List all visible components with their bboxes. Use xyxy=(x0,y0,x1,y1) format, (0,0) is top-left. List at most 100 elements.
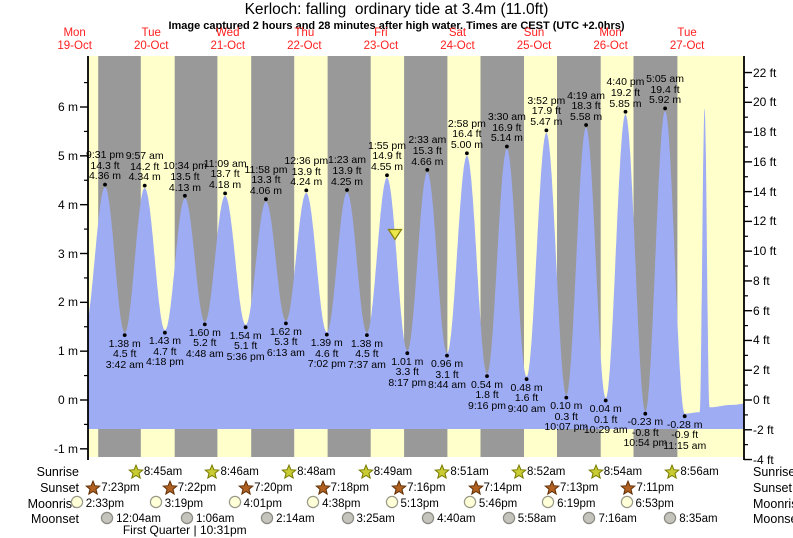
day-date: 23-Oct xyxy=(363,40,399,52)
sunset-time: 7:22pm xyxy=(177,482,217,494)
low-tide-label: 1.54 m 5.1 ft 5:36 pm xyxy=(214,331,278,363)
moonset-time: 1:06am xyxy=(196,513,235,525)
high-tide-label-line: 4.13 m xyxy=(168,181,201,194)
high-tide-dot xyxy=(304,188,309,193)
high-tide-label-line: 13.5 ft xyxy=(170,170,200,183)
high-tide-label: 2:58 pm 16.4 ft 5.00 m xyxy=(435,119,499,151)
moonrise-time: 4:38pm xyxy=(322,497,361,510)
meters-tick-label: 5 m xyxy=(57,148,78,163)
sunrise-time: 8:51am xyxy=(450,466,489,478)
feet-tick-label: 20 ft xyxy=(753,95,777,110)
sunrise-icon xyxy=(127,463,145,486)
high-tide-label-line: 16.4 ft xyxy=(452,128,482,141)
sunset-icon xyxy=(467,479,485,502)
high-tide-label: 9:31 pm 14.3 ft 4.36 m xyxy=(73,150,137,182)
feet-tick-label: 4 ft xyxy=(753,333,770,348)
moonrise-icon xyxy=(149,495,163,514)
low-tide-label-line: 0.10 m xyxy=(550,400,583,413)
sunset-icon xyxy=(543,479,561,502)
low-tide-label-line: 5.2 ft xyxy=(193,337,217,350)
low-tide-dot xyxy=(485,374,489,378)
day-date: 22-Oct xyxy=(287,40,322,52)
low-tide-label-line: 5:36 pm xyxy=(226,350,265,363)
low-tide-label-line: 1.62 m xyxy=(269,325,302,338)
moonset-time: 4:40am xyxy=(437,513,476,525)
high-tide-label-line: 2:58 pm xyxy=(447,117,486,130)
high-tide-label-line: 5.00 m xyxy=(450,139,483,152)
high-tide-label: 1:55 pm 14.9 ft 4.55 m xyxy=(355,141,419,173)
high-tide-label: 4:40 pm 19.2 ft 5.85 m xyxy=(593,77,657,109)
moon-phase-label: First Quarter | 10:31pm xyxy=(122,523,247,537)
low-tide-label: -0.28 m -0.9 ft 11:15 am xyxy=(653,420,717,452)
high-tide-label-line: 5.14 m xyxy=(490,132,523,145)
sunrise-time: 8:56am xyxy=(680,466,719,478)
high-tide-label-line: 1:23 am xyxy=(328,154,366,167)
day-name: Fri xyxy=(374,27,388,39)
low-tide-label-line: 10:54 pm xyxy=(623,437,668,450)
feet-tick-label: 22 ft xyxy=(753,65,777,80)
low-tide-label: 0.54 m 1.8 ft 9:16 pm xyxy=(455,380,519,412)
low-tide-dot xyxy=(365,333,369,337)
high-tide-label-line: 4.24 m xyxy=(290,176,323,189)
low-tide-label: 1.39 m 4.6 ft 7:02 pm xyxy=(295,338,359,370)
high-tide-label-line: 4.34 m xyxy=(128,171,161,184)
low-tide-label-line: 0.04 m xyxy=(589,403,622,416)
tide-area xyxy=(88,108,744,429)
sunset-icon xyxy=(620,479,637,502)
low-tide-label-line: 4.6 ft xyxy=(315,347,339,360)
high-tide-label-line: 11:58 pm xyxy=(244,163,288,176)
high-tide-label-line: 10:34 pm xyxy=(163,160,207,173)
moonset-time: 7:16am xyxy=(598,513,637,525)
low-tide-label-line: 1.38 m xyxy=(108,337,141,350)
low-tide-label-line: 10:07 pm xyxy=(544,421,589,434)
low-tide-label-line: 4:18 pm xyxy=(145,356,184,369)
high-tide-label-line: 5.47 m xyxy=(530,116,563,129)
low-tide-label: 1.01 m 3.3 ft 8:17 pm xyxy=(375,357,439,389)
moonrise-row-label: Moonrise xyxy=(753,496,793,511)
high-tide-label-line: 13.7 ft xyxy=(210,168,240,181)
moonset-icon xyxy=(100,511,114,530)
low-tide-label-line: 8:44 am xyxy=(428,379,466,392)
day-name: Thu xyxy=(294,27,315,39)
low-tide-dot xyxy=(564,395,569,400)
low-tide-label-line: 4.5 ft xyxy=(355,348,379,361)
low-tide-label-line: 10:29 am xyxy=(583,424,628,437)
meters-tick-label: 1 m xyxy=(57,344,78,359)
moonrise-icon xyxy=(463,495,477,514)
sunset-icon xyxy=(85,479,102,502)
low-tide-dot xyxy=(445,353,449,358)
sunrise-icon xyxy=(434,463,451,486)
sunset-time: 7:14pm xyxy=(483,482,522,494)
high-tide-label-line: 14.9 ft xyxy=(372,150,402,163)
day-name: Mon xyxy=(599,27,622,39)
low-tide-label-line: 3.3 ft xyxy=(395,366,419,379)
high-tide-label: 12:36 pm 13.9 ft 4.24 m xyxy=(274,156,338,188)
sunrise-icon xyxy=(357,463,375,486)
low-tide-label-line: 4.7 ft xyxy=(153,345,177,358)
high-tide-label-line: 4.25 m xyxy=(330,175,364,188)
sunset-icon xyxy=(238,479,255,502)
day-name: Tue xyxy=(677,27,697,39)
low-tide-label: -0.23 m -0.8 ft 10:54 pm xyxy=(613,417,677,449)
day-name: Mon xyxy=(63,27,86,39)
high-tide-dot xyxy=(505,144,509,149)
moonset-row-label: Moonset xyxy=(753,512,793,526)
high-tide-dot xyxy=(345,188,349,192)
high-tide-dot xyxy=(385,173,389,178)
low-tide-label-line: 7:37 am xyxy=(347,358,386,371)
low-tide-dot xyxy=(603,398,608,403)
high-tide-label: 10:34 pm 13.5 ft 4.13 m xyxy=(153,161,217,193)
high-tide-label: 4:19 am 18.3 ft 5.58 m xyxy=(554,89,618,123)
low-tide-label-line: 1.39 m xyxy=(310,337,343,350)
feet-tick-label: 10 ft xyxy=(753,244,777,259)
low-tide-label: 1.43 m 4.7 ft 4:18 pm xyxy=(133,336,197,368)
moonset-time: 12:04am xyxy=(116,513,161,525)
meters-tick-label: 6 m xyxy=(57,100,78,114)
high-tide-label-line: 12:36 pm xyxy=(284,154,329,167)
sunset-row-label: Sunset xyxy=(753,481,792,495)
high-tide-label-line: 4:19 am xyxy=(567,89,606,102)
feet-tick-label: 6 ft xyxy=(753,303,770,318)
high-tide-label: 11:09 am 13.7 ft 4.18 m xyxy=(193,159,257,191)
sunrise-row-label: Sunrise xyxy=(36,465,79,479)
high-tide-label-line: 5.85 m xyxy=(609,97,642,110)
